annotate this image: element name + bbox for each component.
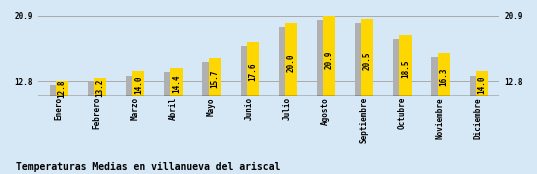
- Bar: [393, 39, 404, 96]
- Bar: [361, 19, 373, 96]
- Bar: [126, 76, 137, 96]
- Text: 18.5: 18.5: [401, 59, 410, 78]
- Text: 20.9: 20.9: [325, 50, 333, 69]
- Bar: [50, 85, 61, 96]
- Bar: [285, 23, 297, 96]
- Bar: [132, 72, 144, 96]
- Bar: [246, 42, 259, 96]
- Bar: [438, 53, 450, 96]
- Text: 14.0: 14.0: [477, 76, 487, 94]
- Bar: [56, 81, 68, 96]
- Bar: [355, 23, 366, 96]
- Text: 13.2: 13.2: [96, 78, 105, 97]
- Bar: [279, 27, 289, 96]
- Text: 15.7: 15.7: [210, 69, 219, 88]
- Bar: [400, 35, 412, 96]
- Bar: [208, 58, 221, 96]
- Text: 17.6: 17.6: [248, 62, 257, 81]
- Bar: [202, 62, 213, 96]
- Text: 14.4: 14.4: [172, 74, 181, 93]
- Text: 20.5: 20.5: [363, 52, 372, 70]
- Bar: [94, 78, 106, 96]
- Bar: [317, 20, 328, 96]
- Text: Temperaturas Medias en villanueva del ariscal: Temperaturas Medias en villanueva del ar…: [16, 162, 280, 172]
- Text: 20.0: 20.0: [287, 54, 295, 72]
- Bar: [470, 76, 480, 96]
- Text: 16.3: 16.3: [439, 67, 448, 86]
- Bar: [170, 68, 183, 96]
- Bar: [88, 82, 99, 96]
- Bar: [323, 16, 335, 96]
- Bar: [164, 72, 175, 96]
- Bar: [476, 72, 488, 96]
- Bar: [241, 46, 251, 96]
- Text: 14.0: 14.0: [134, 76, 143, 94]
- Bar: [431, 57, 442, 96]
- Text: 12.8: 12.8: [57, 80, 67, 98]
